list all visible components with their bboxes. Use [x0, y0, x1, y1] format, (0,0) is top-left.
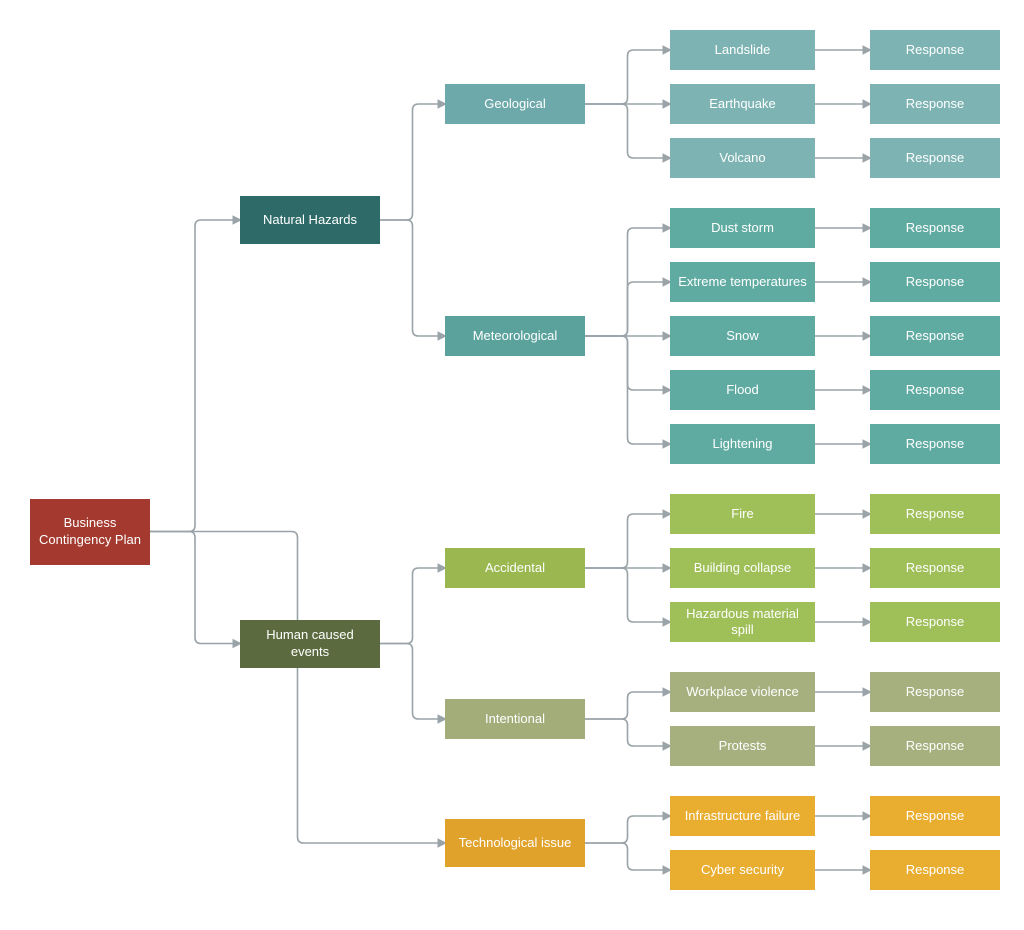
- edge-geo-volcano: [585, 104, 670, 158]
- node-r_hazspill: Response: [870, 602, 1000, 642]
- node-r_collapse: Response: [870, 548, 1000, 588]
- node-r_fire: Response: [870, 494, 1000, 534]
- edge-intentional-protests: [585, 719, 670, 746]
- edge-meteo-extremetemp: [585, 282, 670, 336]
- node-snow: Snow: [670, 316, 815, 356]
- node-r_snow: Response: [870, 316, 1000, 356]
- edge-root-tech: [150, 532, 445, 844]
- node-r_violence: Response: [870, 672, 1000, 712]
- node-r_flood: Response: [870, 370, 1000, 410]
- edge-accidental-fire: [585, 514, 670, 568]
- node-r_earthquake: Response: [870, 84, 1000, 124]
- node-hazspill: Hazardous material spill: [670, 602, 815, 642]
- edge-natural-meteo: [380, 220, 445, 336]
- node-landslide: Landslide: [670, 30, 815, 70]
- node-tech: Technological issue: [445, 819, 585, 867]
- edge-accidental-hazspill: [585, 568, 670, 622]
- node-r_lightening: Response: [870, 424, 1000, 464]
- node-r_cybersec: Response: [870, 850, 1000, 890]
- node-duststorm: Dust storm: [670, 208, 815, 248]
- edge-root-natural: [150, 220, 240, 532]
- node-r_extremetemp: Response: [870, 262, 1000, 302]
- edge-human-intentional: [380, 644, 445, 720]
- edge-tech-cybersec: [585, 843, 670, 870]
- edge-intentional-violence: [585, 692, 670, 719]
- edge-meteo-flood: [585, 336, 670, 390]
- node-violence: Workplace violence: [670, 672, 815, 712]
- node-lightening: Lightening: [670, 424, 815, 464]
- node-extremetemp: Extreme temperatures: [670, 262, 815, 302]
- node-r_infrafail: Response: [870, 796, 1000, 836]
- node-fire: Fire: [670, 494, 815, 534]
- node-earthquake: Earthquake: [670, 84, 815, 124]
- node-root: Business Contingency Plan: [30, 499, 150, 565]
- node-intentional: Intentional: [445, 699, 585, 739]
- edge-root-human: [150, 532, 240, 644]
- edge-tech-infrafail: [585, 816, 670, 843]
- node-natural: Natural Hazards: [240, 196, 380, 244]
- node-accidental: Accidental: [445, 548, 585, 588]
- node-r_landslide: Response: [870, 30, 1000, 70]
- node-r_volcano: Response: [870, 138, 1000, 178]
- edge-human-accidental: [380, 568, 445, 644]
- edge-geo-landslide: [585, 50, 670, 104]
- node-collapse: Building collapse: [670, 548, 815, 588]
- node-r_duststorm: Response: [870, 208, 1000, 248]
- edge-natural-geo: [380, 104, 445, 220]
- node-volcano: Volcano: [670, 138, 815, 178]
- node-human: Human caused events: [240, 620, 380, 668]
- node-r_protests: Response: [870, 726, 1000, 766]
- node-geo: Geological: [445, 84, 585, 124]
- node-cybersec: Cyber security: [670, 850, 815, 890]
- node-infrafail: Infrastructure failure: [670, 796, 815, 836]
- node-meteo: Meteorological: [445, 316, 585, 356]
- node-protests: Protests: [670, 726, 815, 766]
- node-flood: Flood: [670, 370, 815, 410]
- edge-meteo-lightening: [585, 336, 670, 444]
- edge-meteo-duststorm: [585, 228, 670, 336]
